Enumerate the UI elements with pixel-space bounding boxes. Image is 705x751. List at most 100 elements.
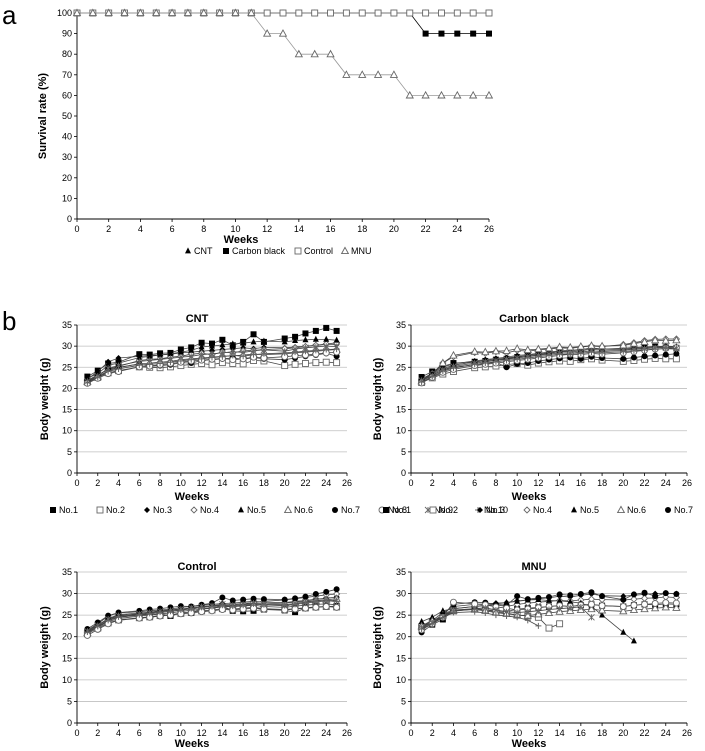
data-point	[438, 9, 445, 17]
data-point	[454, 30, 461, 37]
data-point	[146, 352, 153, 359]
y-tick-label: 35	[62, 567, 72, 577]
legend-item-no-2: No.2	[96, 505, 125, 515]
x-tick-label: 18	[259, 728, 269, 738]
data-point	[167, 608, 174, 615]
data-point	[292, 337, 299, 344]
data-point	[453, 9, 461, 17]
data-point	[567, 598, 574, 605]
y-tick-label: 80	[62, 49, 72, 59]
data-point	[577, 591, 584, 598]
legend-marker	[340, 246, 350, 255]
x-tick-label: 0	[74, 728, 79, 738]
y-tick-label: 30	[62, 152, 72, 162]
data-point	[629, 339, 639, 347]
data-point	[326, 49, 335, 58]
x-tick-label: 14	[217, 478, 227, 488]
data-point	[260, 596, 267, 603]
y-tick-label: 0	[401, 468, 406, 478]
data-point	[439, 607, 446, 614]
data-point	[535, 607, 542, 615]
data-point	[662, 351, 669, 358]
data-point	[438, 30, 445, 37]
legend-item-no-2: No.2	[429, 505, 458, 515]
x-tick-label: 6	[137, 728, 142, 738]
legend-label: No.6	[294, 505, 313, 515]
legend-marker	[190, 506, 198, 514]
legend-item-no-5: No.5	[571, 505, 599, 515]
data-point	[209, 354, 215, 361]
data-point	[302, 604, 309, 612]
data-point	[250, 351, 257, 358]
data-point	[390, 9, 398, 17]
data-point	[333, 336, 340, 343]
x-tick-label: 24	[661, 728, 671, 738]
data-point	[535, 622, 542, 629]
data-point	[215, 8, 224, 17]
data-point	[450, 365, 457, 372]
data-point	[485, 9, 493, 17]
x-tick-label: 20	[618, 478, 628, 488]
x-tick-label: 26	[342, 728, 352, 738]
x-tick-label: 10	[176, 478, 186, 488]
series-no-5	[84, 335, 340, 381]
data-point	[492, 612, 499, 619]
x-tick-label: 24	[321, 728, 331, 738]
legend-label: No.6	[627, 505, 646, 515]
data-point	[620, 596, 627, 603]
data-point	[281, 602, 288, 609]
data-point	[177, 348, 184, 355]
data-point	[327, 9, 334, 17]
legend-marker	[383, 507, 389, 513]
data-point	[470, 347, 479, 355]
x-tick-label: 18	[259, 478, 269, 488]
legend-marker	[571, 506, 577, 513]
data-point	[524, 596, 531, 603]
legend-item-no-6: No.6	[616, 505, 646, 515]
y-tick-label: 0	[67, 468, 72, 478]
legend-label: Carbon black	[232, 246, 286, 256]
data-point	[661, 336, 670, 344]
data-point	[229, 603, 236, 610]
data-point	[167, 359, 174, 366]
legend-marker	[332, 507, 338, 513]
data-point	[312, 603, 320, 611]
y-tick-label: 0	[67, 214, 72, 224]
x-tick-label: 8	[493, 478, 498, 488]
data-point	[512, 344, 522, 352]
x-axis-title: Weeks	[224, 234, 259, 246]
data-point	[136, 362, 143, 369]
data-point	[641, 353, 648, 360]
x-tick-label: 24	[321, 478, 331, 488]
data-point	[136, 611, 143, 618]
x-tick-label: 2	[106, 224, 111, 234]
y-tick-label: 20	[62, 632, 72, 642]
y-tick-label: 5	[67, 447, 72, 457]
y-tick-label: 25	[62, 362, 72, 372]
data-point	[322, 603, 330, 610]
data-point	[240, 596, 247, 603]
data-point	[439, 368, 446, 375]
data-point	[198, 339, 205, 346]
data-point	[641, 600, 648, 608]
data-point	[198, 355, 205, 362]
data-point	[450, 609, 457, 616]
series-no-10	[418, 345, 680, 386]
data-point	[198, 604, 205, 611]
data-point	[312, 347, 319, 354]
data-point	[545, 624, 553, 632]
x-tick-label: 18	[597, 728, 607, 738]
y-axis-title: Body weight (g)	[39, 357, 51, 440]
x-tick-label: 10	[512, 728, 522, 738]
legend-label: No.10	[484, 505, 508, 515]
legend-item-no-6: No.6	[283, 505, 313, 515]
data-point	[406, 9, 414, 17]
data-point	[421, 90, 430, 99]
y-tick-label: 0	[67, 718, 72, 728]
x-tick-label: 26	[484, 224, 494, 234]
legend-marker	[477, 507, 483, 513]
data-point	[291, 360, 299, 368]
legend-item-cnt: CNT	[185, 246, 213, 256]
